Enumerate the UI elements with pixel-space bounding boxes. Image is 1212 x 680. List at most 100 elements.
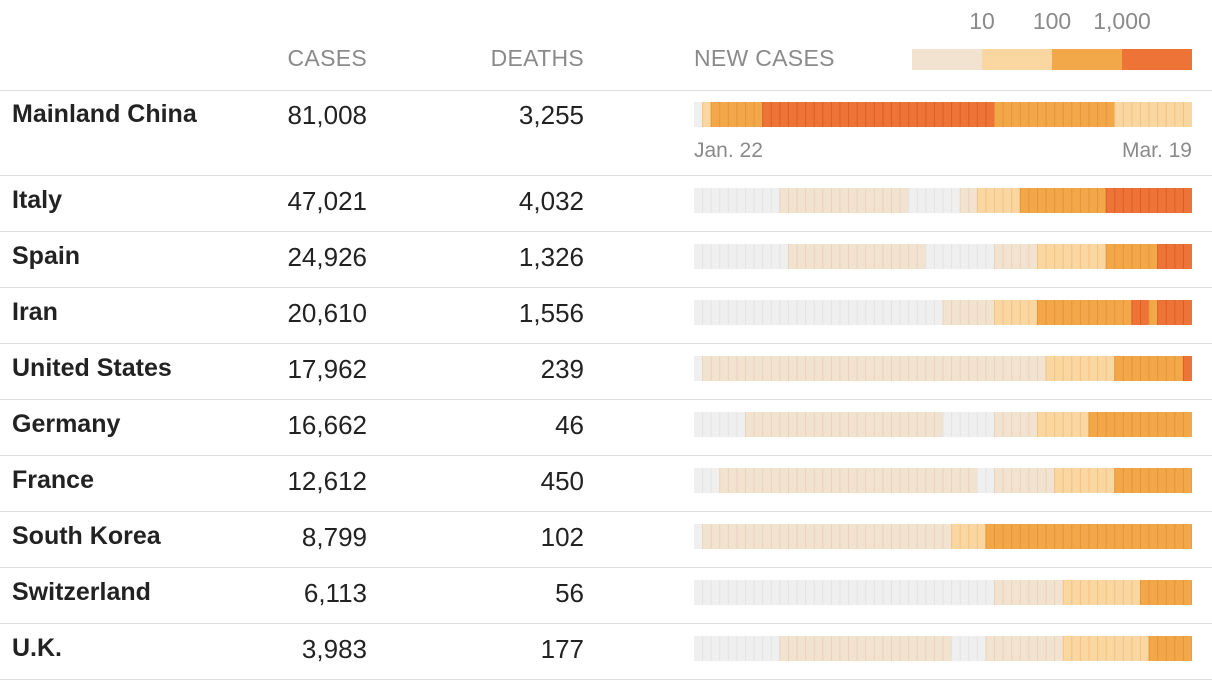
- day-cell: [1157, 524, 1167, 549]
- day-cell: [711, 636, 721, 661]
- day-cell: [728, 524, 738, 549]
- day-cell: [797, 580, 806, 605]
- day-cell: [745, 188, 755, 213]
- day-cell: [1166, 300, 1176, 325]
- day-cell: [1063, 524, 1073, 549]
- day-cell: [814, 300, 824, 325]
- day-cell: [754, 300, 763, 325]
- day-cell: [951, 636, 961, 661]
- day-cell: [891, 580, 901, 605]
- day-cell: [1183, 636, 1192, 661]
- day-cell: [951, 300, 961, 325]
- day-cell: [908, 356, 918, 381]
- day-cell: [925, 356, 935, 381]
- day-cell: [1140, 580, 1150, 605]
- start-date-label: Jan. 22: [694, 139, 763, 162]
- day-cell: [1157, 356, 1167, 381]
- day-cell: [1106, 300, 1116, 325]
- country-name: France: [12, 466, 94, 494]
- day-cell: [797, 524, 806, 549]
- day-cell: [848, 300, 858, 325]
- day-cell: [865, 300, 875, 325]
- day-cell: [1046, 102, 1055, 127]
- day-cell: [736, 636, 746, 661]
- day-cell: [1149, 356, 1158, 381]
- end-date-label: Mar. 19: [1121, 139, 1192, 162]
- day-cell: [797, 468, 806, 493]
- day-cell: [994, 412, 1004, 437]
- day-cell: [1157, 300, 1167, 325]
- day-cell: [839, 468, 849, 493]
- day-cell: [1166, 524, 1176, 549]
- legend-swatch-2: [982, 49, 1052, 70]
- day-cell: [1183, 102, 1192, 127]
- cases-value: 3,983: [301, 634, 367, 664]
- day-cell: [1097, 102, 1107, 127]
- cases-value: 47,021: [287, 186, 367, 216]
- day-cell: [702, 300, 712, 325]
- day-cell: [831, 356, 841, 381]
- day-cell: [711, 102, 721, 127]
- day-cell: [1028, 580, 1038, 605]
- day-cell: [719, 636, 729, 661]
- day-cell: [1028, 102, 1038, 127]
- day-cell: [874, 412, 884, 437]
- table-row: Mainland China 81,008 3,255 Jan. 22 Mar. 19: [0, 90, 1212, 176]
- day-cell: [1123, 188, 1133, 213]
- day-cell: [1106, 524, 1116, 549]
- day-cell: [1166, 468, 1176, 493]
- day-cell: [874, 300, 884, 325]
- day-cell: [934, 300, 944, 325]
- day-cell: [891, 300, 901, 325]
- day-cell: [1071, 188, 1081, 213]
- day-cell: [1011, 412, 1021, 437]
- day-cell: [994, 188, 1004, 213]
- day-cell: [1028, 188, 1038, 213]
- day-cell: [745, 524, 755, 549]
- new-cases-strip: [694, 244, 1192, 269]
- day-cell: [805, 412, 815, 437]
- day-cell: [891, 412, 901, 437]
- day-cell: [1106, 412, 1116, 437]
- cases-value: 81,008: [287, 100, 367, 130]
- day-cell: [1114, 580, 1124, 605]
- day-cell: [857, 102, 867, 127]
- day-cell: [1149, 468, 1158, 493]
- day-cell: [762, 468, 772, 493]
- day-cell: [694, 412, 703, 437]
- day-cell: [762, 524, 772, 549]
- day-cell: [822, 412, 832, 437]
- day-cell: [865, 412, 875, 437]
- day-cell: [1054, 188, 1064, 213]
- day-cell: [934, 468, 944, 493]
- day-cell: [736, 412, 746, 437]
- day-cell: [1011, 580, 1021, 605]
- day-cell: [1131, 188, 1141, 213]
- day-cell: [994, 636, 1004, 661]
- day-cell: [702, 244, 712, 269]
- day-cell: [797, 300, 806, 325]
- country-name: South Korea: [12, 522, 161, 550]
- day-cell: [719, 188, 729, 213]
- day-cell: [779, 300, 789, 325]
- table-row: Italy 47,021 4,032: [0, 176, 1212, 232]
- legend-threshold-label: 10: [969, 8, 995, 34]
- day-cell: [736, 102, 746, 127]
- day-cell: [900, 580, 909, 605]
- day-cell: [1140, 102, 1150, 127]
- day-cell: [1174, 524, 1184, 549]
- day-cell: [943, 300, 952, 325]
- table-row: U.K. 3,983 177: [0, 624, 1212, 680]
- day-cell: [728, 300, 738, 325]
- day-cell: [1080, 300, 1090, 325]
- day-cell: [1088, 356, 1098, 381]
- day-cell: [882, 244, 892, 269]
- day-cell: [736, 300, 746, 325]
- day-cell: [977, 636, 987, 661]
- day-cell: [977, 300, 987, 325]
- day-cell: [1106, 356, 1116, 381]
- day-cell: [797, 188, 806, 213]
- day-cell: [711, 580, 721, 605]
- day-cell: [874, 636, 884, 661]
- day-cell: [1114, 188, 1124, 213]
